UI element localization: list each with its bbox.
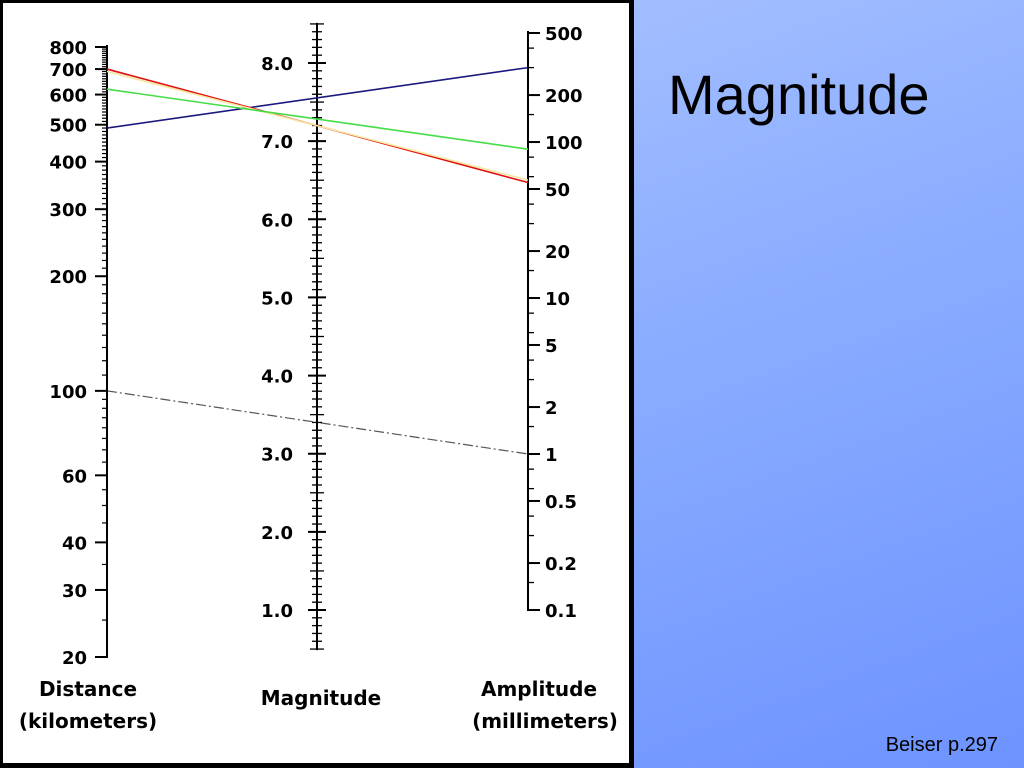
distance-tick-label: 300 [49,200,87,221]
amplitude-axis-title-line2: (millimeters) [472,709,618,733]
magnitude-tick-label: 4.0 [261,367,293,388]
distance-tick-label: 40 [62,533,87,554]
magnitude-tick-label: 5.0 [261,288,293,309]
distance-axis-title-line1: Distance [39,677,137,701]
figure-canvas: 800 700 600 500 400 300 200 100 60 40 30 20 8.0 7.0 6.… [3,3,629,763]
amplitude-tick-label: 1 [545,445,558,466]
amplitude-tick-label: 100 [545,133,583,154]
magnitude-tick-label: 2.0 [261,523,293,544]
figure-panel: 800 700 600 500 400 300 200 100 60 40 30 20 8.0 7.0 6.… [0,0,634,768]
amplitude-tick-label: 0.5 [545,492,577,513]
amplitude-tick-label: 0.2 [545,554,577,575]
magnitude-tick-label: 6.0 [261,210,293,231]
distance-axis-title-line2: (kilometers) [19,709,157,733]
magnitude-tick-label: 3.0 [261,445,293,466]
distance-tick-label: 400 [49,153,87,174]
magnitude-axis-title: Magnitude [261,686,382,710]
distance-tick-label: 30 [62,581,87,602]
reading-line [106,70,529,181]
distance-tick-label: 200 [49,267,87,288]
amplitude-tick-label: 2 [545,398,558,419]
amplitude-tick-label: 10 [545,289,570,310]
amplitude-tick-label: 20 [545,242,570,263]
magnitude-tick-label: 8.0 [261,54,293,75]
distance-tick-label: 700 [49,60,87,81]
magnitude-tick-label: 1.0 [261,601,293,622]
distance-tick-label: 20 [62,648,87,669]
reading-line [106,66,529,129]
distance-tick-label: 60 [62,466,87,487]
amplitude-axis-title-line1: Amplitude [481,677,597,701]
distance-tick-label: 100 [49,382,87,403]
amplitude-tick-label: 200 [545,86,583,107]
distance-tick-label: 600 [49,86,87,107]
amplitude-tick-label: 500 [545,24,583,45]
magnitude-tick-label: 7.0 [261,132,293,153]
amplitude-tick-label: 50 [545,180,570,201]
citation: Beiser p.297 [885,734,998,756]
distance-tick-label: 800 [49,38,87,59]
distance-tick-label: 500 [49,116,87,137]
amplitude-tick-label: 0.1 [545,601,577,622]
amplitude-tick-label: 5 [545,336,558,357]
reading-line [106,88,529,150]
slide-title: Magnitude [668,63,930,126]
